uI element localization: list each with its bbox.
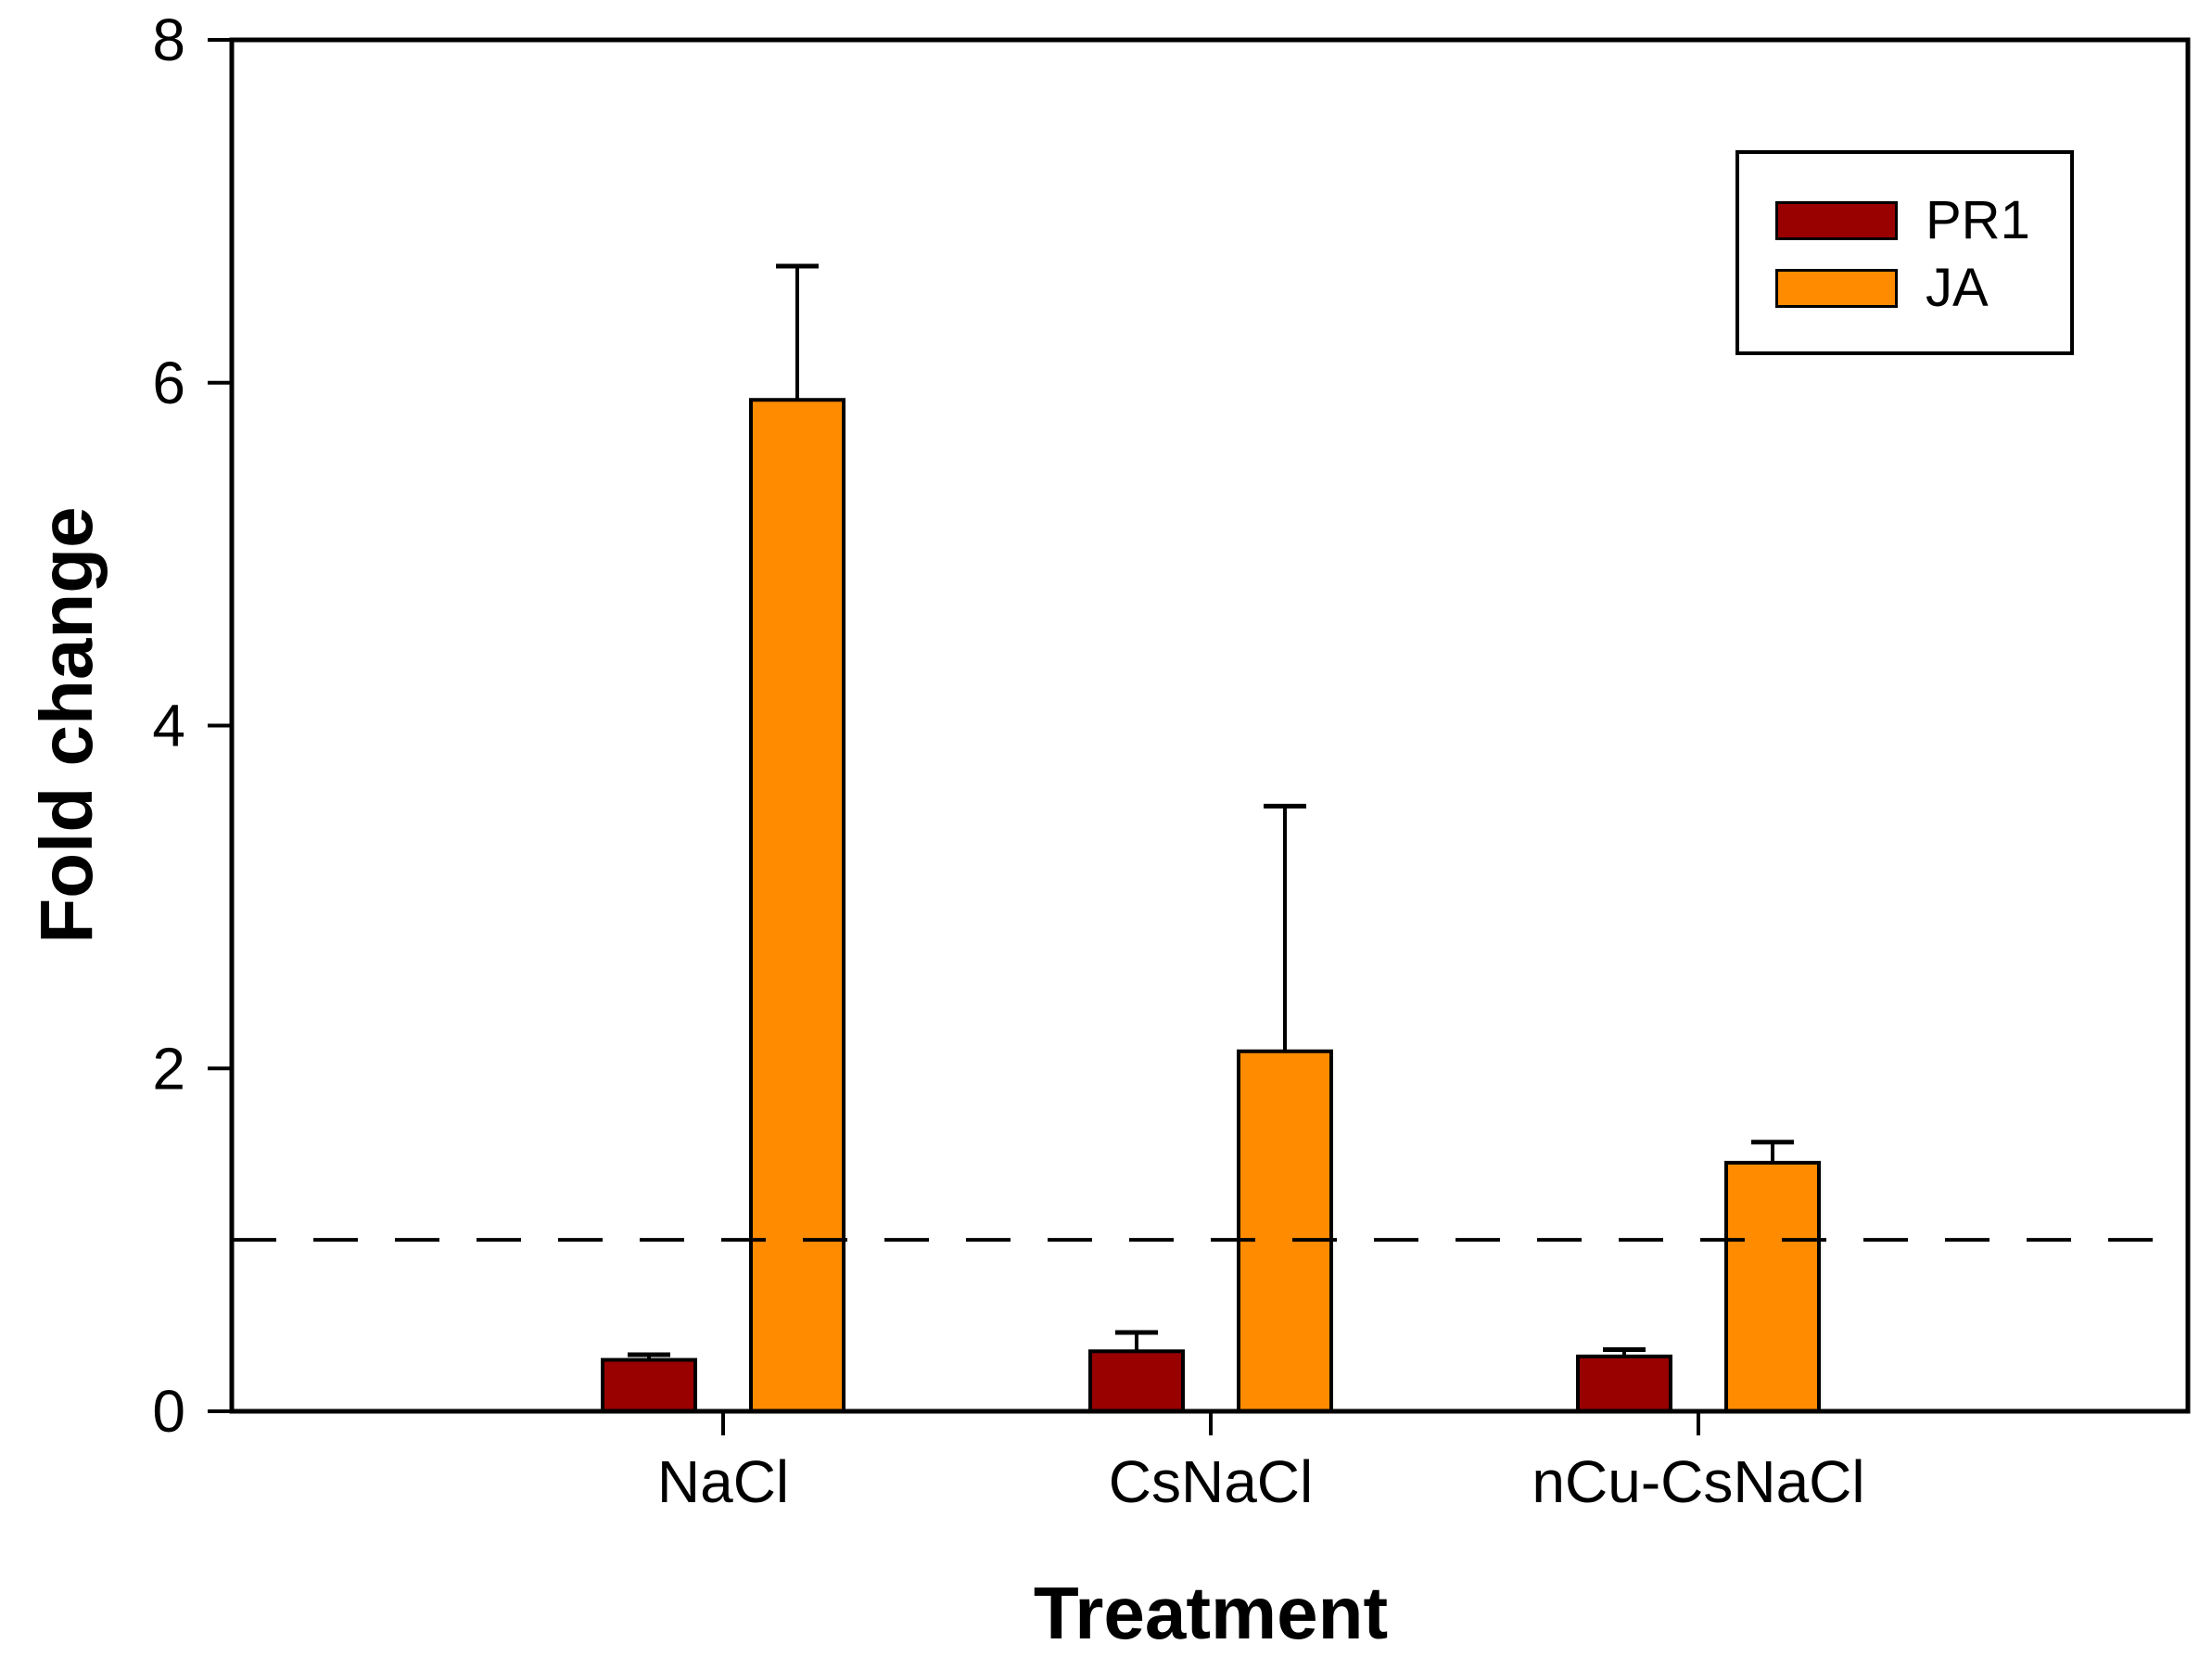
legend-label-pr1: PR1 (1926, 190, 2030, 250)
legend-swatch-pr1 (1775, 201, 1898, 240)
x-tick-label: NaCl (657, 1448, 789, 1515)
legend-item-pr1: PR1 (1775, 194, 2030, 248)
y-axis-title: Fold change (25, 506, 108, 944)
bar-JA-CsNaCl (1237, 1049, 1333, 1413)
y-tick-label: 2 (152, 1035, 185, 1102)
legend-item-ja: JA (1775, 261, 1989, 315)
legend-label-ja: JA (1926, 258, 1989, 318)
legend: PR1 JA (1735, 150, 2074, 355)
legend-swatch-ja (1775, 269, 1898, 308)
bar-PR1-CsNaCl (1088, 1349, 1185, 1413)
y-tick-label: 4 (152, 693, 185, 759)
x-axis-title: Treatment (1033, 1572, 1389, 1654)
bar-PR1-nCu-CsNaCl (1576, 1354, 1672, 1413)
bar-PR1-NaCl (601, 1357, 697, 1413)
x-tick-label: nCu-CsNaCl (1532, 1448, 1864, 1515)
plot-box (229, 37, 2191, 1414)
y-tick-label: 6 (152, 350, 185, 416)
bar-JA-nCu-CsNaCl (1724, 1160, 1821, 1414)
y-tick-label: 0 (152, 1378, 185, 1445)
x-tick-label: CsNaCl (1109, 1448, 1313, 1515)
bar-JA-NaCl (749, 398, 845, 1413)
y-tick-label: 8 (152, 6, 185, 73)
